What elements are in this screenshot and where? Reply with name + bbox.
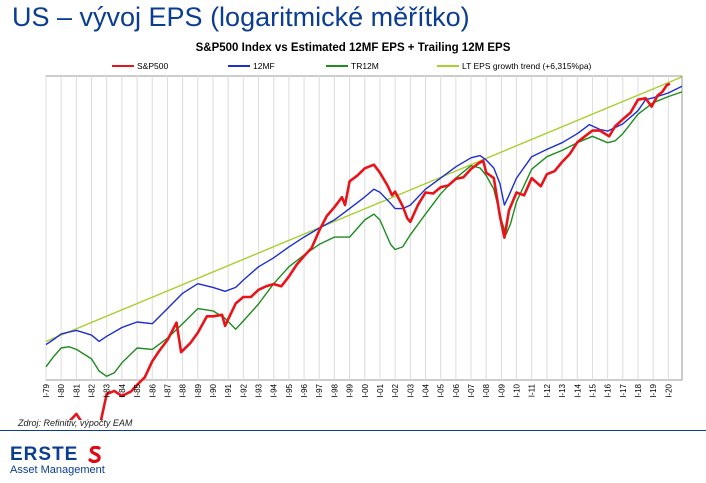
x-tick-label: I-98 xyxy=(330,383,339,397)
chart-legend: S&P500 12MF TR12M LT EPS growth trend (+6,3… xyxy=(112,61,592,71)
legend-label: 12MF xyxy=(253,61,275,71)
chart-title: S&P500 Index vs Estimated 12MF EPS + Tra… xyxy=(196,42,511,54)
legend-label: S&P500 xyxy=(137,61,168,71)
x-tick-label: I-99 xyxy=(346,383,355,397)
source-note: Zdroj: Refinitiv, výpočty EAM xyxy=(18,418,133,428)
x-tick-label: I-11 xyxy=(528,383,537,397)
x-tick-label: I-06 xyxy=(452,383,461,397)
x-axis-ticks: I-79 I-80 I-81 I-82 I-83 I-84 I-85 I-86 I-87 I-88… xyxy=(42,383,673,397)
x-tick-label: I-13 xyxy=(558,383,567,397)
footer-divider xyxy=(0,430,706,431)
x-tick-label: I-95 xyxy=(285,383,294,397)
x-tick-label: I-20 xyxy=(664,383,673,397)
erste-s-icon xyxy=(88,446,101,463)
logo-subtitle: Asset Management xyxy=(10,464,105,476)
x-tick-label: I-89 xyxy=(194,383,203,397)
x-tick-label: I-10 xyxy=(513,383,522,397)
x-tick-label: I-80 xyxy=(57,383,66,397)
x-tick-label: I-15 xyxy=(588,383,597,397)
x-tick-label: I-93 xyxy=(255,383,264,397)
x-tick-label: I-97 xyxy=(315,383,324,397)
x-tick-label: I-12 xyxy=(543,383,552,397)
chart-grid xyxy=(45,76,669,380)
plot-area xyxy=(45,75,683,381)
x-tick-label: I-88 xyxy=(179,383,188,397)
slide-title: US – vývoj EPS (logaritmické měřítko) xyxy=(12,2,470,32)
legend-label: LT EPS growth trend (+6,315%pa) xyxy=(462,61,592,71)
x-tick-label: I-83 xyxy=(103,383,112,397)
series-line-tr12m xyxy=(45,91,683,377)
x-tick-label: I-84 xyxy=(118,383,127,397)
x-tick-label: I-09 xyxy=(497,383,506,397)
x-tick-label: I-03 xyxy=(406,383,415,397)
x-tick-label: I-86 xyxy=(148,383,157,397)
x-tick-label: I-08 xyxy=(482,383,491,397)
chart: S&P500 Index vs Estimated 12MF EPS + Tra… xyxy=(42,42,683,420)
x-tick-label: I-91 xyxy=(224,383,233,397)
x-tick-label: I-82 xyxy=(88,383,97,397)
x-tick-label: I-81 xyxy=(72,383,81,397)
x-tick-label: I-92 xyxy=(239,383,248,397)
x-tick-label: I-90 xyxy=(209,383,218,397)
x-tick-label: I-14 xyxy=(573,383,582,397)
x-tick-label: I-96 xyxy=(300,383,309,397)
series-layer xyxy=(45,76,683,420)
x-tick-label: I-16 xyxy=(604,383,613,397)
x-tick-label: I-94 xyxy=(270,383,279,397)
x-tick-label: I-79 xyxy=(42,383,51,397)
x-tick-label: I-18 xyxy=(634,383,643,397)
series-line-12mf xyxy=(45,85,683,346)
x-tick-label: I-02 xyxy=(391,383,400,397)
x-tick-label: I-05 xyxy=(437,383,446,397)
x-tick-label: I-17 xyxy=(619,383,628,397)
x-tick-label: I-00 xyxy=(361,383,370,397)
x-tick-label: I-07 xyxy=(467,383,476,397)
x-tick-label: I-19 xyxy=(649,383,658,397)
x-tick-label: I-04 xyxy=(421,383,430,397)
x-tick-label: I-01 xyxy=(376,383,385,397)
erste-logo: ERSTE Asset Management xyxy=(10,445,105,476)
series-line-lt-eps-growth-trend-6-315-pa xyxy=(45,76,683,343)
x-tick-label: I-85 xyxy=(133,383,142,397)
legend-label: TR12M xyxy=(351,61,379,71)
logo-wordmark: ERSTE xyxy=(10,444,79,465)
series-line-s-p500 xyxy=(68,82,671,420)
x-tick-label: I-87 xyxy=(163,383,172,397)
